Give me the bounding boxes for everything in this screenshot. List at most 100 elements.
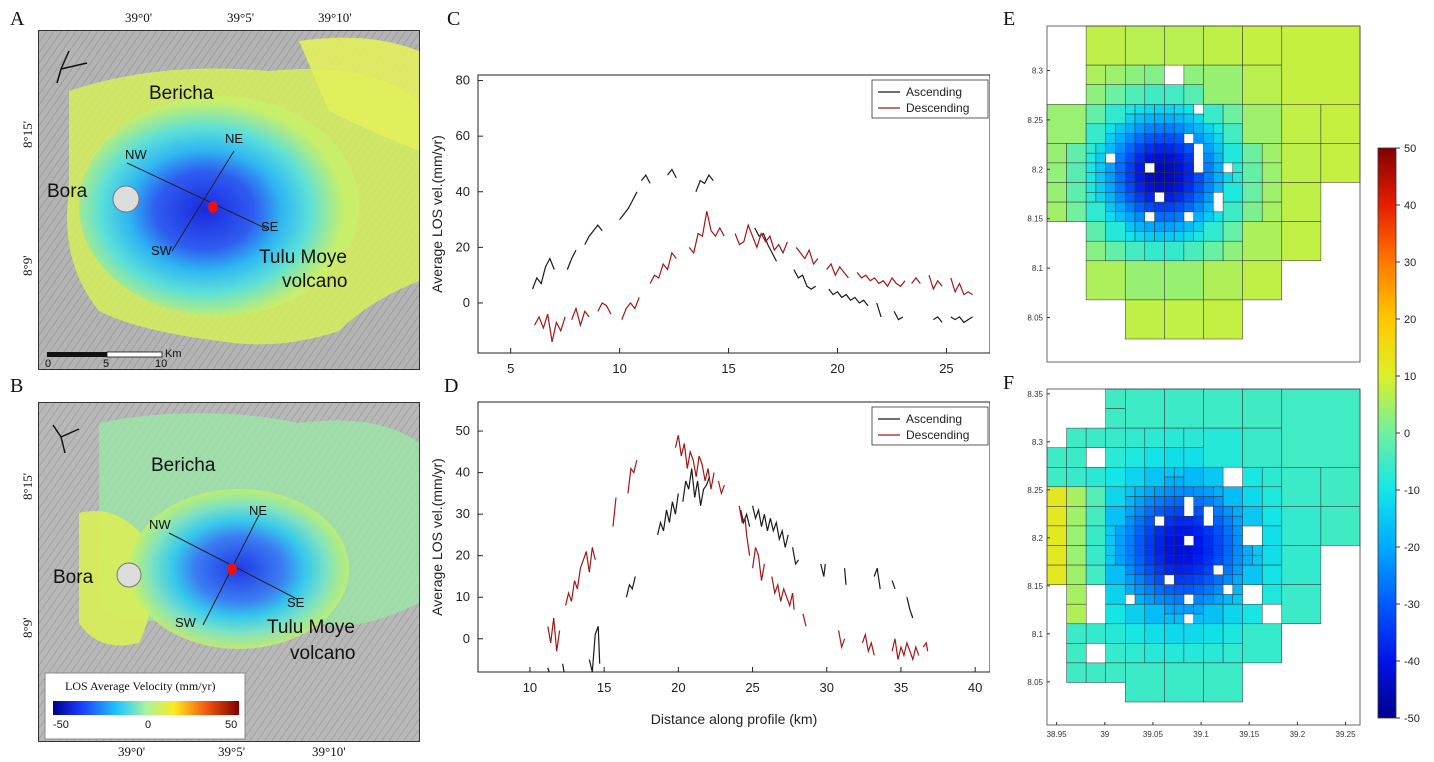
grid-cell (1144, 623, 1165, 644)
grid-cell (1134, 545, 1146, 556)
x-tick-label: 25 (745, 680, 759, 695)
grid-cell (1125, 260, 1165, 301)
grid-cell (1066, 427, 1087, 448)
grid-cell (1281, 221, 1322, 261)
grid-cell (1222, 123, 1243, 144)
grid-cell (1134, 182, 1146, 193)
grid-cell (1046, 545, 1067, 566)
grid-cell (1203, 211, 1214, 222)
grid-cell (1125, 447, 1146, 468)
y-axis-label: Average LOS vel.(mm/yr) (429, 135, 445, 293)
grid-cell (1164, 535, 1175, 546)
grid-cell (1232, 506, 1243, 517)
map-a-scale-unit: Km (165, 348, 182, 360)
grid-cell (1105, 535, 1116, 546)
grid-cell (1183, 584, 1194, 595)
grid-cell (1105, 388, 1126, 409)
grid-cell (1134, 535, 1146, 546)
grid-cell (1193, 192, 1204, 203)
grid-cell (1085, 427, 1106, 448)
grid-cell (1115, 162, 1126, 173)
grid-cell (1222, 594, 1234, 605)
grid-cell (1144, 564, 1155, 576)
grid-cell (1144, 545, 1155, 556)
grid-cell (1125, 211, 1136, 222)
x-tick-label: 25 (939, 361, 953, 376)
grid-cell (1066, 143, 1087, 164)
grid-cell (1125, 25, 1165, 66)
grid-cell (1173, 231, 1185, 242)
grid-cell (1261, 525, 1283, 546)
grid-cell (1281, 506, 1322, 546)
grid-cell (1242, 603, 1263, 625)
panel-label-f: F (1003, 372, 1015, 394)
grid-cell (1164, 555, 1175, 566)
colorbar-tick-label: 10 (1404, 371, 1416, 383)
grid-cell (1144, 535, 1155, 546)
grid-cell (1115, 555, 1126, 566)
series-line-segment (571, 306, 590, 328)
y-tick-label: 8.25 (1027, 116, 1043, 125)
grid-cell (1164, 172, 1175, 183)
grid-cell (1222, 221, 1243, 242)
grid-cell (1085, 506, 1106, 527)
grid-cell (1193, 496, 1204, 507)
panel-label-b: B (10, 375, 24, 397)
grid-cell (1134, 104, 1146, 115)
grid-cell (1144, 574, 1155, 585)
grid-cell (1213, 486, 1224, 497)
y-tick-label: 8.2 (1032, 534, 1044, 543)
grid-cell (1105, 564, 1126, 585)
grid-cell (1085, 525, 1106, 546)
grid-cell (1085, 240, 1106, 262)
grid-cell (1066, 545, 1087, 566)
grid-cell (1134, 172, 1146, 183)
grid-cell (1144, 427, 1165, 448)
grid-cell (1183, 152, 1194, 164)
grid-cell (1066, 603, 1087, 625)
grid-cell (1115, 192, 1126, 203)
grid-cell (1085, 545, 1106, 566)
series-line-segment (640, 174, 651, 184)
grid-cell (1213, 515, 1224, 527)
grid-cell (1105, 201, 1116, 213)
grid-cell (1173, 525, 1185, 536)
grid-cell (1183, 113, 1194, 125)
grid-cell (1261, 545, 1283, 566)
y-tick-label: 0 (463, 631, 470, 646)
grid-cell (1164, 603, 1175, 615)
grid-cell (1261, 467, 1283, 488)
grid-cell (1105, 123, 1116, 134)
grid-cell (1173, 192, 1185, 203)
grid-cell (1232, 594, 1243, 605)
grid-cell (1085, 486, 1106, 507)
colorbar-tick-label: -30 (1404, 599, 1420, 611)
y-tick-label: 8.05 (1027, 678, 1043, 687)
grid-cell (1183, 447, 1204, 468)
grid-cell (1164, 486, 1175, 497)
grid-cell (1183, 143, 1194, 154)
grid-cell (1193, 211, 1204, 222)
grid-cell (1222, 143, 1243, 164)
grid-cell (1046, 182, 1067, 203)
grid-cell (1105, 64, 1126, 85)
grid-cell (1281, 182, 1322, 222)
grid-cell (1242, 162, 1263, 183)
grid-cell (1193, 555, 1204, 566)
grid-cell (1095, 162, 1106, 173)
series-line-segment (891, 580, 896, 590)
map-b-colorbar-tick-mid: 0 (145, 719, 152, 731)
grid-cell (1046, 104, 1087, 144)
grid-cells (1046, 388, 1361, 703)
grid-cell (1164, 182, 1175, 193)
y-tick-label: 20 (456, 548, 470, 563)
grid-cell (1066, 201, 1087, 222)
grid-cell (1193, 133, 1204, 144)
grid-cell (1222, 545, 1234, 556)
grid-cell (1203, 427, 1243, 468)
grid-cell (1173, 486, 1185, 497)
grid-cell (1134, 201, 1146, 213)
grid-cell (1252, 555, 1263, 566)
grid-cell (1144, 84, 1165, 105)
x-tick-label: 30 (820, 680, 834, 695)
